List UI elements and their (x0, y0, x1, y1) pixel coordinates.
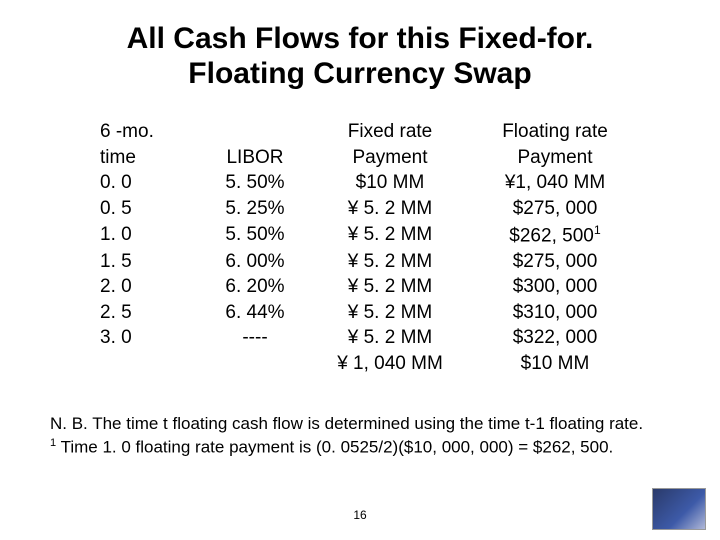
page-number: 16 (0, 508, 720, 522)
footnote-1: 1 Time 1. 0 floating rate payment is (0.… (50, 436, 670, 460)
table-row: 2. 56. 44%¥ 5. 2 MM$310, 000 (100, 300, 640, 326)
title-line-1: All Cash Flows for this Fixed-for. (127, 22, 594, 55)
cell-fixed-payment: ¥ 5. 2 MM (310, 300, 470, 326)
title-line-2: Floating Currency Swap (188, 57, 531, 90)
cell-fixed-payment: $10 MM (310, 170, 470, 196)
cell-libor: 5. 50% (200, 222, 310, 249)
cell-libor: 6. 44% (200, 300, 310, 326)
cell-floating-payment: $275, 000 (470, 196, 640, 222)
hdr-fixed-l1: Fixed rate (310, 119, 470, 145)
table-body: 0. 05. 50%$10 MM¥1, 040 MM0. 55. 25%¥ 5.… (100, 170, 640, 351)
slide-title: All Cash Flows for this Fixed-for. Float… (40, 22, 680, 91)
footnote-nb: N. B. The time t floating cash flow is d… (50, 413, 670, 436)
hdr-libor: LIBOR (200, 145, 310, 171)
cashflow-table-wrap: 6 -mo. Fixed rate Floating rate time LIB… (100, 119, 640, 377)
cell-fixed-payment: ¥ 5. 2 MM (310, 325, 470, 351)
hdr-float-l1: Floating rate (470, 119, 640, 145)
cell-time: 0. 0 (100, 170, 200, 196)
table-final-row: ¥ 1, 040 MM $10 MM (100, 351, 640, 377)
table-row: 1. 56. 00%¥ 5. 2 MM$275, 000 (100, 249, 640, 275)
cell-libor: 6. 00% (200, 249, 310, 275)
final-fixed: ¥ 1, 040 MM (310, 351, 470, 377)
cell-time: 2. 5 (100, 300, 200, 326)
table-row: 0. 05. 50%$10 MM¥1, 040 MM (100, 170, 640, 196)
textbook-cover-icon (652, 488, 706, 530)
cell-time: 0. 5 (100, 196, 200, 222)
cell-floating-payment: $275, 000 (470, 249, 640, 275)
cell-time: 1. 5 (100, 249, 200, 275)
cell-floating-payment: $310, 000 (470, 300, 640, 326)
table-header-row-2: time LIBOR Payment Payment (100, 145, 640, 171)
cell-fixed-payment: ¥ 5. 2 MM (310, 249, 470, 275)
cell-libor: 6. 20% (200, 274, 310, 300)
hdr-libor-blank (200, 119, 310, 145)
cell-time: 3. 0 (100, 325, 200, 351)
cell-floating-payment: ¥1, 040 MM (470, 170, 640, 196)
final-float: $10 MM (470, 351, 640, 377)
hdr-time-l2: time (100, 145, 200, 171)
table-header-row-1: 6 -mo. Fixed rate Floating rate (100, 119, 640, 145)
final-blank-libor (200, 351, 310, 377)
hdr-float-l2: Payment (470, 145, 640, 171)
table-row: 3. 0----¥ 5. 2 MM$322, 000 (100, 325, 640, 351)
cell-fixed-payment: ¥ 5. 2 MM (310, 274, 470, 300)
table-row: 2. 06. 20%¥ 5. 2 MM$300, 000 (100, 274, 640, 300)
cell-floating-sup: 1 (594, 223, 601, 237)
hdr-time-l1: 6 -mo. (100, 119, 200, 145)
cell-libor: 5. 25% (200, 196, 310, 222)
table-row: 0. 55. 25%¥ 5. 2 MM$275, 000 (100, 196, 640, 222)
footnotes: N. B. The time t floating cash flow is d… (50, 413, 670, 460)
footnote-1-text: Time 1. 0 floating rate payment is (0. 0… (56, 437, 613, 456)
cell-time: 1. 0 (100, 222, 200, 249)
hdr-fixed-l2: Payment (310, 145, 470, 171)
table-row: 1. 05. 50%¥ 5. 2 MM$262, 5001 (100, 222, 640, 249)
cell-fixed-payment: ¥ 5. 2 MM (310, 196, 470, 222)
cell-libor: 5. 50% (200, 170, 310, 196)
cell-floating-payment: $300, 000 (470, 274, 640, 300)
slide: All Cash Flows for this Fixed-for. Float… (0, 0, 720, 540)
final-blank-time (100, 351, 200, 377)
cell-floating-payment: $262, 5001 (470, 222, 640, 249)
cell-time: 2. 0 (100, 274, 200, 300)
cashflow-table: 6 -mo. Fixed rate Floating rate time LIB… (100, 119, 640, 377)
cell-floating-payment: $322, 000 (470, 325, 640, 351)
cell-libor: ---- (200, 325, 310, 351)
cell-fixed-payment: ¥ 5. 2 MM (310, 222, 470, 249)
